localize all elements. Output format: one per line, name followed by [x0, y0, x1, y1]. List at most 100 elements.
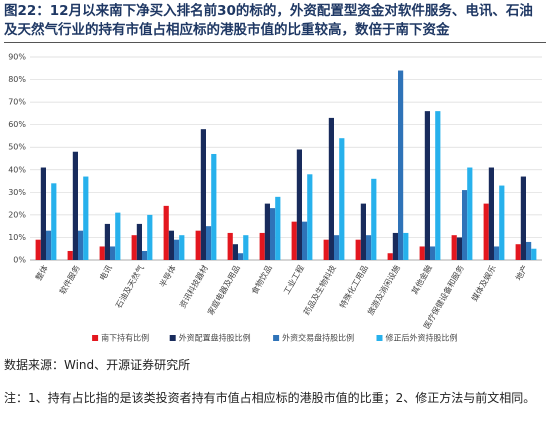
- y-tick-label: 50%: [8, 143, 26, 152]
- bar: [430, 246, 436, 260]
- bar: [110, 246, 116, 260]
- x-tick-label: 药品及生物科技: [301, 263, 338, 316]
- bar: [462, 190, 468, 260]
- x-tick-label: 其他金融: [409, 263, 434, 296]
- bar: [520, 176, 526, 260]
- y-tick-label: 10%: [8, 233, 26, 242]
- bar: [488, 167, 494, 260]
- bar: [398, 70, 404, 261]
- legend-swatch: [92, 335, 99, 341]
- bar: [451, 235, 457, 260]
- bar: [275, 196, 281, 260]
- x-tick-label: 媒体及娱乐: [469, 263, 498, 303]
- bar: [238, 253, 244, 260]
- bar: [40, 167, 46, 260]
- bar: [227, 232, 233, 260]
- bar: [355, 239, 361, 260]
- bar: [232, 244, 238, 260]
- y-tick-label: 0%: [13, 256, 26, 265]
- bar: [291, 221, 297, 260]
- source: 数据来源：Wind、开源证券研究所: [4, 358, 191, 372]
- legend-swatch: [376, 335, 383, 341]
- x-tick-label: 软件服务: [57, 263, 82, 296]
- bar: [174, 239, 180, 260]
- bar: [403, 232, 409, 260]
- y-tick-label: 60%: [8, 120, 26, 129]
- x-tick-label: 石油及天然气: [113, 263, 146, 310]
- bar: [264, 203, 270, 260]
- note: 注：1、持有占比指的是该类投资者持有市值占相应标的港股市值的比重；2、修正方法与…: [4, 391, 536, 405]
- x-tick-label: 半导体: [157, 263, 178, 289]
- legend-label: 修正后外资持股比例: [386, 333, 458, 343]
- bar: [51, 183, 57, 260]
- bar: [131, 235, 137, 260]
- x-tick-label: 特殊化工用品: [337, 263, 370, 310]
- bar: [483, 203, 489, 260]
- y-tick-label: 30%: [8, 188, 26, 197]
- y-tick-label: 40%: [8, 165, 26, 174]
- legend-label: 南下持有比例: [101, 333, 149, 343]
- x-tick-label: 食物饮品: [249, 263, 274, 296]
- bar: [435, 111, 441, 260]
- bar: [35, 239, 41, 260]
- bar: [78, 230, 84, 260]
- y-tick-label: 90%: [8, 53, 26, 62]
- bar: [424, 111, 430, 260]
- bar: [72, 151, 78, 260]
- bar: [270, 208, 276, 260]
- bar: [339, 138, 345, 260]
- bar: [419, 246, 425, 260]
- bar: [499, 185, 505, 260]
- bar: [211, 153, 217, 260]
- legend-label: 外资交易盘持股比例: [282, 333, 354, 343]
- bar: [259, 232, 265, 260]
- y-tick-label: 80%: [8, 75, 26, 84]
- bar: [371, 178, 377, 260]
- bar: [307, 174, 313, 260]
- bar: [467, 167, 473, 260]
- x-tick-label: 家庭电器及用品: [205, 263, 242, 316]
- bar: [179, 235, 185, 260]
- bar: [142, 250, 148, 260]
- bar: [456, 237, 462, 260]
- bar: [243, 235, 249, 260]
- chart: 0% 10% 20% 30% 40% 50% 60% 70% 80% 90% 整体 软件服务 电讯 石油及…: [8, 53, 542, 343]
- bar: [99, 246, 105, 260]
- bar: [387, 253, 393, 260]
- bar: [323, 239, 329, 260]
- x-tick-label: 资讯科技器材: [177, 263, 210, 310]
- bar: [147, 214, 153, 260]
- legend-swatch: [273, 335, 280, 341]
- x-tick-label: 旅游及消闲设施: [365, 263, 402, 316]
- legend-swatch: [169, 335, 176, 341]
- bar: [46, 230, 52, 260]
- bar: [531, 248, 537, 260]
- y-tick-label: 20%: [8, 210, 26, 219]
- bar: [83, 176, 89, 260]
- bar: [334, 235, 340, 260]
- y-tick-label: 70%: [8, 98, 26, 107]
- bar: [115, 212, 121, 260]
- bar: [67, 250, 73, 260]
- bar: [515, 244, 521, 260]
- x-tick-label: 工业工程: [281, 263, 306, 296]
- bar: [360, 203, 366, 260]
- bar: [168, 230, 174, 260]
- bar: [104, 223, 110, 260]
- x-tick-label: 电讯: [97, 263, 114, 282]
- bar: [136, 223, 142, 260]
- x-tick-label: 地产: [513, 263, 530, 282]
- bar: [296, 149, 302, 260]
- bar: [526, 241, 532, 260]
- bar: [200, 129, 206, 260]
- bar: [328, 117, 334, 261]
- chart-title: 图22：12月以来南下净买入排名前30的标的，外资配置型资金对软件服务、电讯、石…: [4, 2, 546, 43]
- bar: [195, 230, 201, 260]
- bar: [494, 246, 500, 260]
- bar: [392, 232, 398, 260]
- bar: [302, 221, 308, 260]
- bar: [366, 235, 372, 260]
- legend-label: 外资配置盘持股比例: [179, 333, 251, 343]
- x-tick-label: 整体: [33, 263, 50, 282]
